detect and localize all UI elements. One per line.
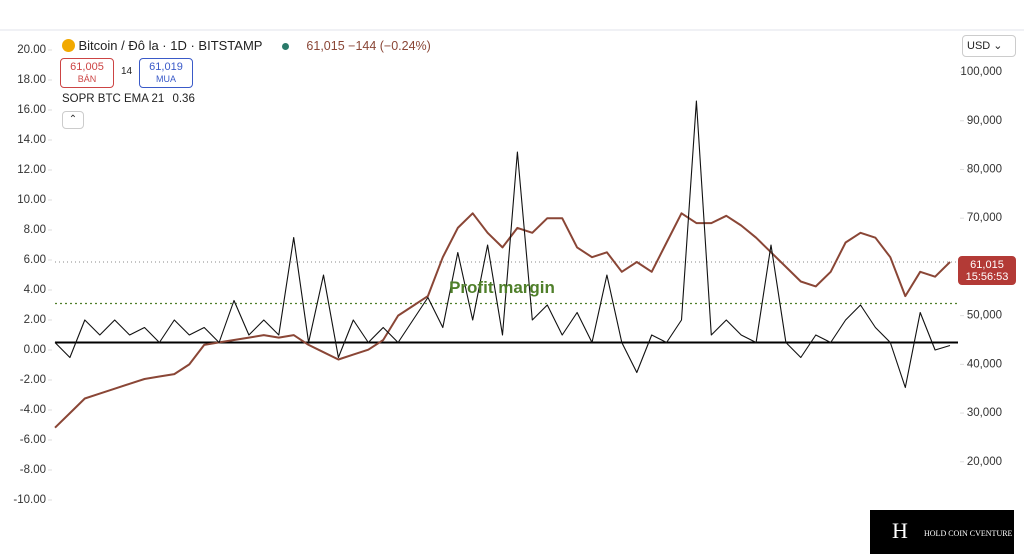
y-tick-label: 10.00 xyxy=(17,194,46,206)
symbol: Bitcoin / Đô la · 1D · BITSTAMP xyxy=(78,38,263,53)
y-tick-label: 12.00 xyxy=(17,164,46,176)
indicator-value: 0.36 xyxy=(172,93,195,105)
currency-select[interactable]: USD ⌄ xyxy=(962,35,1016,57)
y-tick-label: -2.00 xyxy=(20,374,46,386)
logo-mark: H xyxy=(892,518,908,543)
y2-tick-label: 90,000 xyxy=(967,115,1002,127)
indicator-row: SOPR BTC EMA 21 0.36 xyxy=(62,93,195,105)
y2-tick-label: 40,000 xyxy=(967,358,1002,370)
series-line xyxy=(54,100,951,389)
buy-button[interactable]: 61,019 MUA xyxy=(139,58,193,88)
currency: USD xyxy=(967,40,991,52)
change: −144 (−0.24%) xyxy=(348,39,431,53)
sell-label: BÁN xyxy=(77,74,97,84)
sell-button[interactable]: 61,005 BÁN xyxy=(60,58,114,88)
y-tick-label: -4.00 xyxy=(20,404,46,416)
indicator-name: SOPR BTC EMA 21 xyxy=(62,93,165,105)
symbol-row: Bitcoin / Đô la · 1D · BITSTAMP 61,015 −… xyxy=(62,38,431,53)
price-tag: 61,015 15:56:53 xyxy=(958,256,1016,285)
y-tick-label: 8.00 xyxy=(24,224,46,236)
y-tick-label: -8.00 xyxy=(20,464,46,476)
y2-tick-label: 80,000 xyxy=(967,163,1002,175)
series-line xyxy=(54,212,951,429)
y-tick-label: 18.00 xyxy=(17,74,46,86)
price-tag-time: 15:56:53 xyxy=(965,271,1009,283)
price-tag-price: 61,015 xyxy=(970,259,1004,271)
buy-label: MUA xyxy=(156,74,176,84)
y2-tick-label: 30,000 xyxy=(967,407,1002,419)
watermark: HOLD COIN CVENTURE xyxy=(924,529,1013,538)
sell-price: 61,005 xyxy=(70,61,104,73)
y2-tick-label: 100,000 xyxy=(960,66,1002,78)
y-tick-label: 2.00 xyxy=(24,314,46,326)
spread: 14 xyxy=(121,66,133,77)
collapse-button[interactable]: ⌃ xyxy=(62,111,84,129)
y-tick-label: 6.00 xyxy=(24,254,46,266)
y-tick-label: 0.00 xyxy=(24,344,46,356)
annotation: Profit margin xyxy=(449,278,555,297)
last: 61,015 xyxy=(306,39,345,53)
y2-tick-label: 50,000 xyxy=(967,310,1002,322)
buy-price: 61,019 xyxy=(149,61,183,73)
y-tick-label: 20.00 xyxy=(17,44,46,56)
y2-tick-label: 70,000 xyxy=(967,212,1002,224)
y-tick-label: 14.00 xyxy=(17,134,46,146)
y-tick-label: -10.00 xyxy=(13,494,46,506)
btc-icon xyxy=(62,39,75,52)
y-tick-label: -6.00 xyxy=(20,434,46,446)
y-tick-label: 4.00 xyxy=(24,284,46,296)
status-dot xyxy=(281,43,289,50)
logo-box xyxy=(870,510,1014,554)
y-tick-label: 16.00 xyxy=(17,104,46,116)
y2-tick-label: 20,000 xyxy=(967,456,1002,468)
